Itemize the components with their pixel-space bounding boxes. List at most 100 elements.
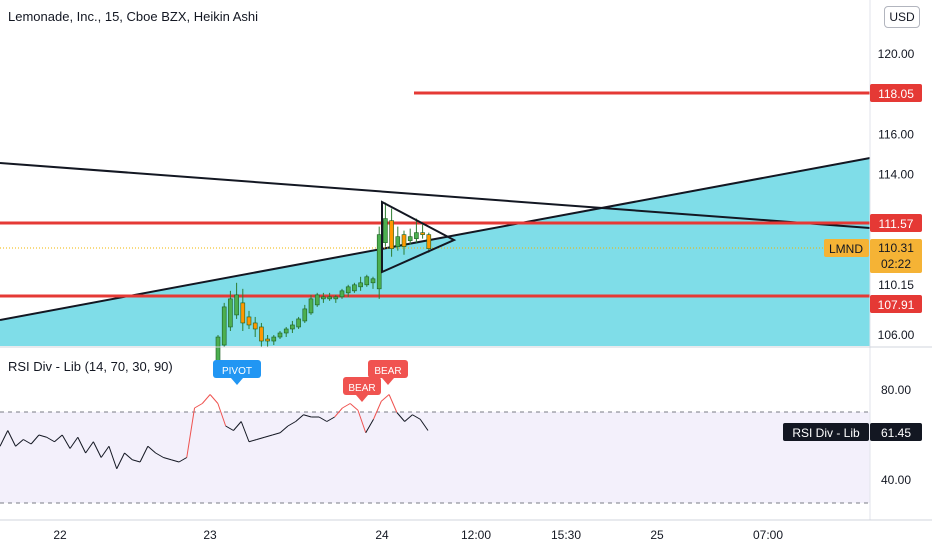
candle-body	[314, 294, 320, 306]
rsi-segment	[38, 434, 47, 438]
candle-body	[333, 296, 339, 300]
rsi-segment	[69, 436, 79, 449]
rsi-tick-label: 80.00	[881, 383, 911, 397]
symbol-badge-bg	[824, 239, 869, 257]
rsi-segment	[147, 445, 156, 454]
time-tick-label: 07:00	[753, 528, 783, 542]
bear-pointer-2	[382, 378, 394, 385]
bear-badge-1	[343, 377, 381, 395]
pivot-label: PIVOT	[222, 366, 252, 377]
candle-body	[395, 236, 401, 247]
rsi-segment	[155, 452, 164, 458]
candle-body	[290, 324, 295, 330]
candle-body	[252, 322, 258, 330]
candle-body	[414, 232, 419, 239]
rsi-segment	[132, 459, 141, 463]
candle-body	[283, 328, 289, 334]
rsi-segment	[240, 421, 250, 442]
candle-body	[215, 336, 221, 364]
rsi-segment	[357, 410, 367, 433]
candle-body	[321, 296, 326, 300]
rsi-value-bg	[870, 423, 922, 441]
label-111-bg	[870, 214, 922, 232]
rsi-segment	[163, 457, 172, 461]
channel-area	[0, 158, 870, 346]
last-price-bg	[870, 239, 922, 273]
time-tick-label: 23	[203, 528, 217, 542]
rsi-segment	[295, 414, 304, 422]
candle-body	[401, 234, 407, 247]
upper-trendline	[0, 162, 871, 229]
rsi-segment	[217, 403, 227, 427]
bear-pointer-1	[356, 395, 368, 402]
candle-body	[240, 302, 246, 324]
rsi-segment	[0, 430, 9, 447]
rsi-band	[0, 412, 870, 503]
bear-label-2: BEAR	[374, 366, 401, 377]
bear-badge-2	[368, 360, 408, 378]
candle-body	[308, 298, 314, 314]
rsi-segment	[248, 439, 257, 443]
rsi-axis[interactable]: 80.00 40.00	[881, 383, 911, 487]
candle-body	[376, 234, 382, 290]
time-tick-label: 12:00	[461, 528, 491, 542]
rsi-segment	[380, 394, 390, 402]
label-107-bg	[870, 295, 922, 313]
rsi-segment	[419, 418, 429, 431]
label-118-bg	[870, 84, 922, 102]
rsi-segment	[272, 432, 281, 436]
time-tick-label: 24	[375, 528, 389, 542]
rsi-segment	[171, 459, 180, 463]
pivot-pointer	[231, 378, 243, 385]
label-107: 107.91	[878, 298, 915, 312]
rsi-segment	[334, 407, 343, 418]
candle-body	[426, 234, 432, 249]
rsi-segment	[139, 446, 149, 463]
rsi-segment	[326, 416, 335, 422]
rsi-segment	[186, 407, 196, 458]
rsi-name-badge-bg	[783, 423, 869, 441]
rsi-segment	[264, 434, 273, 438]
price-axis[interactable]: 120.00 116.00 114.00 106.00	[878, 47, 915, 342]
currency-button[interactable]: USD	[884, 6, 920, 28]
rsi-segment	[46, 436, 55, 443]
time-axis[interactable]: 22 23 24 12:00 15:30 25 07:00	[53, 528, 783, 542]
candle-body	[383, 218, 388, 243]
candle-body	[246, 316, 252, 326]
triangle-pattern	[381, 200, 457, 274]
rsi-segment	[256, 436, 265, 440]
candle-body	[221, 306, 227, 346]
rsi-segment	[61, 434, 71, 449]
candle-body	[352, 284, 357, 292]
rsi-segment	[233, 421, 242, 431]
candle-body	[302, 308, 308, 322]
rsi-segment	[373, 401, 382, 420]
rsi-name-badge: RSI Div - Lib	[792, 426, 860, 440]
candle-body	[370, 278, 376, 284]
rsi-segment	[318, 416, 328, 422]
candle-body	[277, 332, 283, 338]
rsi-segment	[85, 441, 94, 454]
candle-body	[358, 282, 363, 288]
rsi-segment	[15, 439, 24, 447]
time-tick-label: 15:30	[551, 528, 581, 542]
rsi-segment	[388, 394, 398, 413]
candle-body	[259, 326, 264, 342]
label-118: 118.05	[878, 87, 914, 101]
rsi-title: RSI Div - Lib (14, 70, 30, 90)	[8, 359, 173, 374]
candle-body	[265, 338, 270, 342]
chart-title: Lemonade, Inc., 15, Cboe BZX, Heikin Ash…	[8, 9, 259, 24]
pivot-badge	[213, 360, 261, 378]
symbol-badge: LMND	[829, 242, 863, 256]
candle-body	[407, 236, 413, 241]
rsi-segment	[404, 414, 413, 422]
candle-body	[271, 336, 277, 342]
time-tick-label: 25	[650, 528, 664, 542]
rsi-segment	[201, 394, 211, 404]
label-111: 111.57	[879, 217, 914, 231]
price-tick-label: 114.00	[878, 167, 914, 181]
rsi-segment	[194, 403, 203, 409]
bear-label-1: BEAR	[348, 383, 375, 394]
price-tick-label: 120.00	[878, 47, 915, 61]
